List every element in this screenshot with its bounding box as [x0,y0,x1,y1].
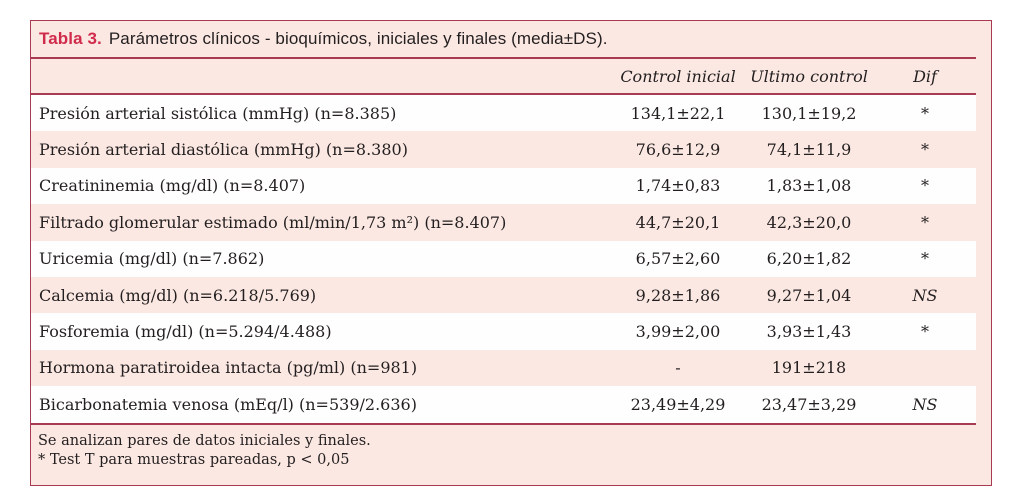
row-label: Bicarbonatemia venosa (mEq/l) (n=539/2.6… [39,394,417,414]
dif-value: * [921,140,929,160]
control-inicial-value: 23,49±4,29 [630,394,726,414]
table-header-row: Control inicial Ultimo control Dif [31,59,976,95]
row-label: Creatininemia (mg/dl) (n=8.407) [39,176,306,196]
row-label: Presión arterial sistólica (mmHg) (n=8.3… [39,103,397,123]
header-ultimo-control: Ultimo control [750,66,868,86]
control-inicial-value: - [675,358,681,378]
ultimo-control-value: 1,83±1,08 [766,176,852,196]
ultimo-control-value: 130,1±19,2 [761,103,857,123]
ultimo-control-value: 74,1±11,9 [766,140,852,160]
header-control-inicial: Control inicial [620,66,736,86]
ultimo-control-value: 23,47±3,29 [761,394,857,414]
table-footnotes: Se analizan pares de datos iniciales y f… [31,425,976,470]
dif-value: * [921,322,929,342]
table-row: Uricemia (mg/dl) (n=7.862) 6,57±2,60 6,2… [31,240,976,277]
table-row: Presión arterial diastólica (mmHg) (n=8.… [31,131,976,167]
control-inicial-value: 6,57±2,60 [635,249,721,269]
table-panel: Tabla 3. Parámetros clínicos - bioquímic… [30,20,992,486]
dif-value: * [921,176,929,196]
dif-value: * [921,249,929,269]
row-label: Calcemia (mg/dl) (n=6.218/5.769) [39,285,317,305]
ultimo-control-value: 3,93±1,43 [766,322,852,342]
table-row: Presión arterial sistólica (mmHg) (n=8.3… [31,95,976,132]
table-title-text: Parámetros clínicos - bioquímicos, inici… [108,29,608,48]
ultimo-control-value: 6,20±1,82 [766,249,852,269]
table-row: Hormona paratiroidea intacta (pg/ml) (n=… [31,350,976,386]
table-row: Fosforemia (mg/dl) (n=5.294/4.488) 3,99±… [31,313,976,350]
control-inicial-value: 76,6±12,9 [635,140,721,160]
table-number-label: Tabla 3. [39,29,102,48]
control-inicial-value: 3,99±2,00 [635,322,721,342]
row-label: Hormona paratiroidea intacta (pg/ml) (n=… [39,358,418,378]
table-row: Creatininemia (mg/dl) (n=8.407) 1,74±0,8… [31,167,976,205]
control-inicial-value: 9,28±1,86 [635,285,721,305]
control-inicial-value: 1,74±0,83 [635,176,721,196]
row-label: Uricemia (mg/dl) (n=7.862) [39,249,265,269]
dif-value: NS [912,394,938,414]
footnote-line: * Test T para muestras pareadas, p < 0,0… [38,451,350,468]
row-label: Presión arterial diastólica (mmHg) (n=8.… [39,140,408,160]
table-row: Bicarbonatemia venosa (mEq/l) (n=539/2.6… [31,386,976,423]
footnote-line: Se analizan pares de datos iniciales y f… [38,432,371,449]
ultimo-control-value: 191±218 [771,358,847,378]
dif-value: NS [912,285,938,305]
table-row: Calcemia (mg/dl) (n=6.218/5.769) 9,28±1,… [31,277,976,313]
dif-value: * [921,212,929,232]
row-label: Fosforemia (mg/dl) (n=5.294/4.488) [39,322,332,342]
table-body: Presión arterial sistólica (mmHg) (n=8.3… [31,95,976,425]
control-inicial-value: 134,1±22,1 [630,103,726,123]
table-content: Control inicial Ultimo control Dif Presi… [31,57,976,470]
row-label: Filtrado glomerular estimado (ml/min/1,7… [39,212,507,232]
header-dif: Dif [913,66,937,86]
control-inicial-value: 44,7±20,1 [635,212,721,232]
table-row: Filtrado glomerular estimado (ml/min/1,7… [31,204,976,240]
dif-value: * [921,103,929,123]
ultimo-control-value: 42,3±20,0 [766,212,852,232]
ultimo-control-value: 9,27±1,04 [766,285,852,305]
table-title: Tabla 3. Parámetros clínicos - bioquímic… [31,21,991,57]
